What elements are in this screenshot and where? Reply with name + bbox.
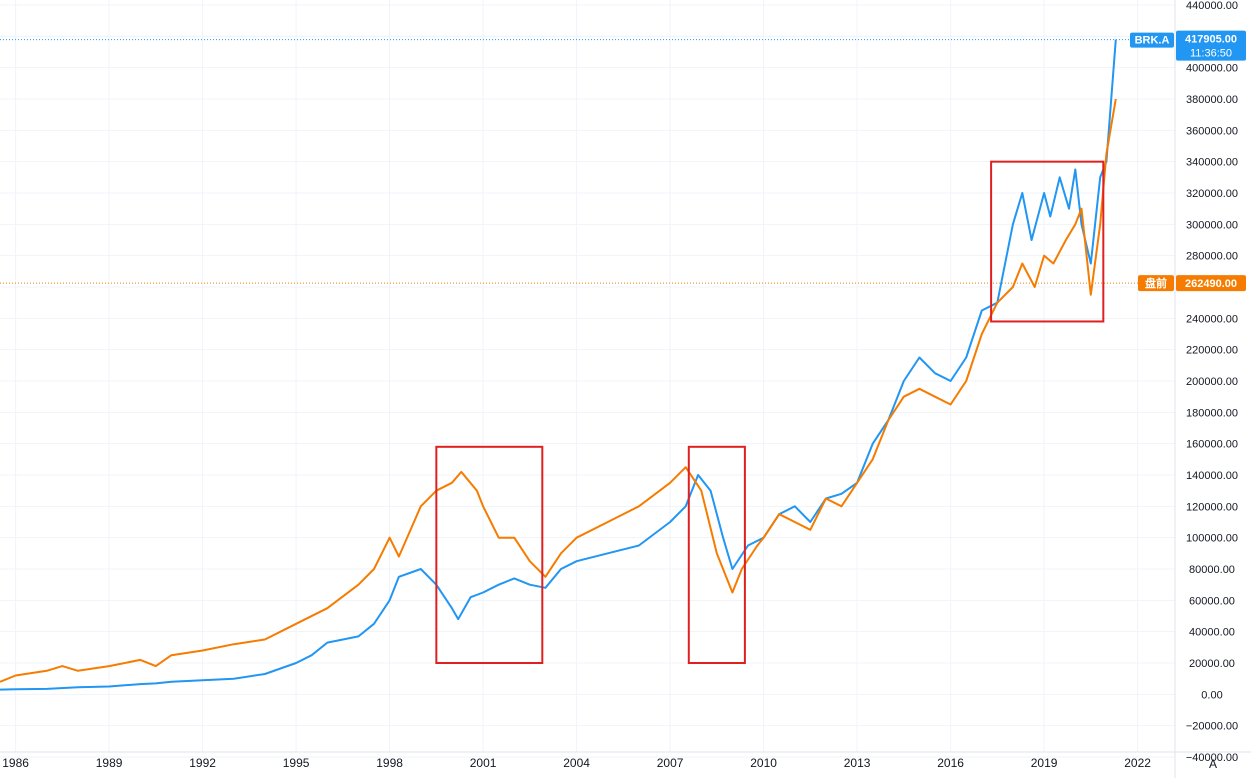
- y-tick-label: 340000.00: [1186, 157, 1238, 169]
- highlight-box: [435, 445, 544, 664]
- y-tick-label: 300000.00: [1186, 219, 1238, 231]
- x-tick-label: 1989: [96, 756, 123, 770]
- x-tick-label: 2013: [844, 756, 871, 770]
- premarket-label: 盘前: [1145, 276, 1167, 290]
- y-tick-label: −40000.00: [1186, 752, 1238, 764]
- y-tick-label: 140000.00: [1186, 470, 1238, 482]
- x-axis: 1986 1989 1992 1995 1998 2001 2004 2007 2010 2013…: [2, 756, 1151, 770]
- x-tick-label: 2010: [750, 756, 777, 770]
- premarket-price-badge: [1176, 275, 1246, 292]
- y-tick-label: 80000.00: [1189, 564, 1235, 576]
- y-tick-label: 360000.00: [1186, 125, 1238, 137]
- highlight-box: [687, 445, 746, 664]
- y-tick-label: 180000.00: [1186, 407, 1238, 419]
- y-tick-label: 40000.00: [1189, 627, 1235, 639]
- y-tick-label: 380000.00: [1186, 94, 1238, 106]
- x-tick-label: 1992: [189, 756, 216, 770]
- last-price-value: 417905.00: [1185, 34, 1237, 46]
- y-tick-label: 440000.00: [1186, 0, 1238, 12]
- y-tick-label: 400000.00: [1186, 63, 1238, 75]
- last-price-badge: [1176, 30, 1246, 61]
- y-tick-label: 200000.00: [1186, 376, 1238, 388]
- y-tick-label: 240000.00: [1186, 313, 1238, 325]
- y-tick-label: 100000.00: [1186, 533, 1238, 545]
- x-tick-label: 1995: [283, 756, 310, 770]
- symbol-badge: [1130, 32, 1174, 48]
- last-price-time: 11:36:50: [1190, 48, 1232, 60]
- y-tick-label: 120000.00: [1186, 501, 1238, 513]
- price-badges: BRK.A 417905.00 11:36:50 盘前 262490.00: [1130, 30, 1246, 292]
- highlight-box: [990, 160, 1105, 323]
- x-tick-label: 2007: [657, 756, 684, 770]
- y-axis: −40000.00 −20000.00 0.00 20000.00 40000.00 60…: [1186, 0, 1238, 764]
- y-tick-label: 0.00: [1201, 689, 1222, 701]
- premarket-price-value: 262490.00: [1185, 278, 1237, 290]
- symbol-label: BRK.A: [1135, 35, 1170, 47]
- x-tick-label: 2016: [937, 756, 964, 770]
- price-reference-lines: [0, 39, 1175, 284]
- y-tick-label: 280000.00: [1186, 251, 1238, 263]
- x-tick-label: 1998: [376, 756, 403, 770]
- y-tick-label: 320000.00: [1186, 188, 1238, 200]
- y-tick-label: 20000.00: [1189, 658, 1235, 670]
- premarket-badge: [1138, 275, 1174, 292]
- y-tick-label: 160000.00: [1186, 439, 1238, 451]
- series-line-premarket: [0, 98, 1117, 683]
- y-tick-label: −20000.00: [1186, 721, 1238, 733]
- x-tick-label: 2004: [563, 756, 590, 770]
- auto-scale-toggle[interactable]: A: [1209, 757, 1217, 771]
- x-tick-label: 2001: [470, 756, 497, 770]
- series-line-brk-a: [0, 39, 1117, 691]
- x-tick-label: 1986: [2, 756, 29, 770]
- y-tick-label: 60000.00: [1189, 595, 1235, 607]
- series-group: [0, 39, 1117, 691]
- y-tick-label: 220000.00: [1186, 345, 1238, 357]
- highlight-boxes: [435, 160, 1105, 664]
- x-tick-label: 2019: [1031, 756, 1058, 770]
- x-tick-label: 2022: [1124, 756, 1151, 770]
